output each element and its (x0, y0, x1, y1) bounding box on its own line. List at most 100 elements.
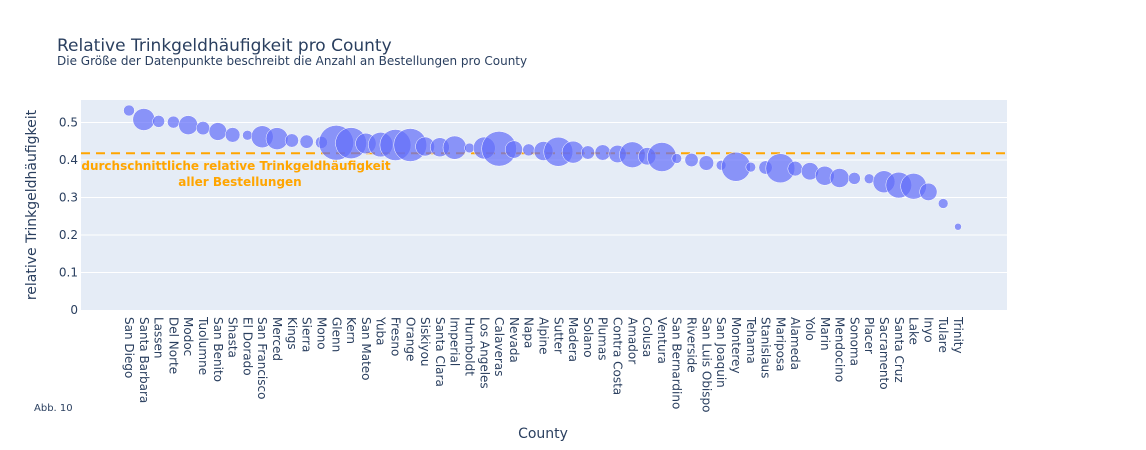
data-point[interactable] (522, 143, 535, 157)
x-tick-label: Monterey (729, 317, 743, 374)
x-tick-label: San Bernardino (670, 317, 684, 409)
x-tick-label: San Luis Obispo (699, 317, 713, 412)
data-point[interactable] (671, 153, 682, 164)
x-tick-label: Alpine (537, 317, 551, 354)
x-tick-label: Santa Clara (433, 317, 447, 387)
x-tick-label: Humboldt (462, 317, 476, 376)
x-tick-label: Colusa (640, 317, 654, 357)
x-tick-label: San Joaquin (714, 317, 728, 388)
x-tick-label: Mono (314, 317, 328, 350)
x-tick-label: Yolo (803, 316, 817, 341)
x-tick-label: Tuolumne (196, 316, 210, 375)
data-point[interactable] (123, 104, 135, 117)
x-tick-labels: San Diego Santa Barbara Lassen Del Norte Mod… (122, 316, 965, 412)
figure-note: Abb. 10 (34, 403, 73, 414)
x-tick-label: Lassen (152, 317, 166, 359)
x-tick-label: Alameda (788, 317, 802, 370)
y-tick-label: 0.5 (59, 116, 78, 130)
y-axis-title: relative Trinkgeldhäufigkeit (24, 109, 40, 300)
data-point[interactable] (299, 134, 314, 149)
x-tick-label: San Francisco (255, 317, 269, 399)
x-tick-label: Amador (625, 317, 639, 364)
data-point[interactable] (787, 160, 803, 177)
x-tick-label: Yuba (374, 316, 388, 346)
x-tick-label: Los Angeles (477, 317, 491, 389)
data-point[interactable] (954, 223, 962, 231)
x-tick-label: Glenn (329, 317, 343, 352)
data-point[interactable] (208, 122, 227, 141)
x-tick-label: Merced (270, 317, 284, 361)
data-point[interactable] (594, 144, 611, 161)
x-tick-label: Inyo (921, 317, 935, 343)
data-points (123, 104, 962, 231)
data-point[interactable] (684, 153, 699, 167)
data-point[interactable] (284, 133, 299, 148)
x-tick-label: Orange (403, 317, 417, 361)
data-point[interactable] (848, 172, 861, 185)
y-tick-label: 0.3 (59, 191, 78, 205)
x-axis-title: County (518, 426, 568, 442)
data-point[interactable] (167, 115, 180, 129)
x-tick-label: San Mateo (359, 317, 373, 381)
x-tick-label: El Dorado (240, 317, 254, 376)
data-point[interactable] (561, 140, 585, 164)
x-tick-label: Kern (344, 317, 358, 344)
data-point[interactable] (829, 168, 850, 188)
x-tick-label: Modoc (181, 317, 195, 356)
data-point[interactable] (224, 127, 241, 143)
x-tick-label: Siskiyou (418, 317, 432, 367)
y-tick-label: 0.4 (59, 153, 78, 167)
data-point[interactable] (938, 198, 949, 209)
data-point[interactable] (919, 182, 938, 201)
x-tick-label: Marin (818, 317, 832, 351)
x-tick-label: Nevada (507, 317, 521, 363)
data-point[interactable] (196, 121, 211, 136)
x-tick-label: Plumas (596, 317, 610, 360)
x-tick-label: Stanislaus (759, 317, 773, 378)
data-point[interactable] (442, 135, 467, 160)
x-tick-label: Santa Barbara (137, 317, 151, 403)
x-tick-label: Placer (862, 317, 876, 354)
x-tick-label: Kings (285, 317, 299, 350)
x-tick-label: Santa Cruz (892, 317, 906, 383)
x-tick-label: Tulare (936, 316, 950, 353)
x-tick-label: Imperial (448, 317, 462, 366)
x-tick-label: Trinity (951, 316, 965, 354)
x-tick-label: Tehama (744, 316, 758, 364)
x-tick-label: San Diego (122, 317, 136, 378)
chart-title: Relative Trinkgeldhäufigkeit pro County (57, 36, 392, 56)
x-tick-label: Sacramento (877, 317, 891, 390)
x-tick-label: Sierra (300, 317, 314, 352)
x-tick-label: Del Norte (166, 317, 180, 374)
y-tick-label: 0.2 (59, 228, 78, 242)
x-tick-label: Lake (907, 317, 921, 345)
data-point[interactable] (242, 130, 253, 141)
x-tick-label: Fresno (388, 317, 402, 356)
data-point[interactable] (265, 127, 289, 150)
x-tick-label: Madera (566, 317, 580, 362)
data-point[interactable] (864, 173, 875, 184)
reference-line-label-line1: durchschnittliche relative Trinkgeldhäuf… (81, 159, 391, 173)
x-tick-label: Calaveras (492, 317, 506, 376)
data-point[interactable] (504, 140, 523, 159)
x-tick-label: Ventura (655, 317, 669, 364)
data-point[interactable] (698, 155, 714, 171)
data-point[interactable] (132, 108, 156, 131)
y-tick-label: 0.1 (59, 266, 78, 280)
x-tick-label: Contra Costa (611, 317, 625, 395)
data-point[interactable] (464, 142, 475, 154)
data-point[interactable] (178, 115, 198, 135)
y-tick-label: 0 (70, 303, 78, 317)
x-tick-label: Shasta (226, 317, 240, 358)
x-tick-label: Solano (581, 317, 595, 358)
data-point[interactable] (580, 145, 595, 160)
chart-subtitle: Die Größe der Datenpunkte beschreibt die… (57, 54, 527, 68)
x-tick-label: Riverside (685, 317, 699, 373)
x-tick-label: Mariposa (773, 317, 787, 372)
data-point[interactable] (152, 115, 165, 128)
data-point[interactable] (745, 161, 756, 173)
x-tick-label: Sonoma (847, 317, 861, 366)
x-tick-label: Mendocino (833, 317, 847, 382)
x-tick-label: Napa (522, 317, 536, 348)
